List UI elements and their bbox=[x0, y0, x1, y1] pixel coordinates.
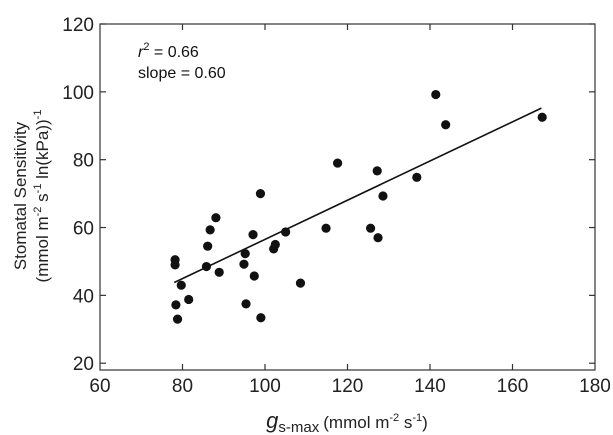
data-point bbox=[378, 191, 388, 201]
y-axis-unit-suffix: ) bbox=[33, 119, 52, 125]
r-squared-value: = 0.66 bbox=[149, 44, 198, 61]
data-point bbox=[201, 261, 212, 272]
r-squared-annotation: r2 = 0.66 bbox=[138, 41, 199, 61]
y-axis-label-line2: (mmol m-2 s-1 ln(kPa))-1 bbox=[32, 110, 52, 283]
r-symbol: r bbox=[138, 44, 144, 61]
y-axis-unit-exp1: -2 bbox=[32, 207, 44, 217]
x-tick-label: 140 bbox=[414, 376, 446, 397]
y-axis-unit-exp3: -1 bbox=[32, 110, 44, 120]
x-tick-label: 120 bbox=[332, 376, 364, 397]
x-axis-unit-mid: s bbox=[399, 413, 412, 432]
data-point bbox=[248, 230, 258, 240]
data-point bbox=[333, 158, 343, 168]
y-tick-label: 20 bbox=[73, 354, 94, 375]
x-axis-label: gs-max (mmol m-2 s-1) bbox=[266, 408, 428, 435]
data-point bbox=[431, 89, 441, 100]
y-axis-unit-mid2: ln(kPa) bbox=[33, 125, 52, 184]
data-point bbox=[241, 299, 251, 309]
x-tick-label: 100 bbox=[249, 376, 281, 397]
x-axis-unit-exp1: -2 bbox=[389, 412, 399, 424]
y-axis-unit-mid: s bbox=[33, 193, 52, 206]
data-point bbox=[203, 241, 213, 251]
x-tick-label: 180 bbox=[579, 376, 611, 397]
data-point bbox=[211, 213, 221, 223]
data-point bbox=[295, 278, 306, 288]
data-point bbox=[373, 233, 383, 243]
x-axis-subscript: s-max bbox=[278, 419, 319, 435]
data-point bbox=[205, 225, 215, 235]
x-tick-label: 80 bbox=[172, 376, 193, 397]
x-axis-unit: (mmol m bbox=[323, 413, 389, 432]
x-tick-label: 60 bbox=[89, 376, 110, 397]
data-point bbox=[239, 259, 249, 269]
data-point bbox=[256, 313, 266, 323]
data-point bbox=[537, 112, 547, 122]
y-axis-unit: (mmol m bbox=[33, 216, 52, 282]
data-point bbox=[281, 227, 291, 237]
r-exponent: 2 bbox=[143, 41, 149, 53]
slope-annotation: slope = 0.60 bbox=[138, 65, 226, 82]
x-axis-tick-labels: 60 80 100 120 140 160 180 bbox=[89, 376, 610, 397]
x-axis-ticks bbox=[181, 24, 514, 370]
data-point bbox=[172, 314, 183, 324]
data-point bbox=[240, 249, 250, 259]
y-axis-ticks bbox=[100, 23, 595, 364]
data-point bbox=[366, 223, 376, 233]
y-tick-label: 60 bbox=[73, 219, 94, 240]
data-point bbox=[171, 300, 181, 310]
data-point bbox=[176, 280, 186, 290]
data-point bbox=[249, 271, 259, 281]
x-axis-symbol: g bbox=[266, 408, 279, 433]
regression-line bbox=[173, 107, 542, 284]
data-point bbox=[214, 267, 224, 277]
data-point bbox=[270, 239, 280, 250]
x-axis-unit-exp2: -1 bbox=[412, 412, 422, 424]
y-tick-label: 40 bbox=[73, 286, 94, 307]
y-tick-label: 100 bbox=[62, 83, 94, 104]
data-point bbox=[255, 189, 266, 199]
x-tick-label: 160 bbox=[497, 376, 529, 397]
data-point bbox=[441, 120, 451, 130]
data-point bbox=[321, 223, 331, 233]
y-tick-label: 120 bbox=[62, 15, 94, 36]
data-point bbox=[184, 294, 194, 305]
data-point bbox=[170, 260, 180, 270]
y-axis-tick-labels: 20 40 60 80 100 120 bbox=[62, 15, 94, 375]
y-axis-label-line1: Stomatal Sensitivity bbox=[11, 121, 30, 270]
y-axis-unit-exp2: -1 bbox=[32, 184, 44, 194]
data-point bbox=[372, 166, 382, 176]
x-axis-unit-suffix: ) bbox=[422, 413, 428, 432]
data-point bbox=[412, 172, 422, 182]
y-axis-label: Stomatal Sensitivity (mmol m-2 s-1 ln(kP… bbox=[11, 110, 52, 283]
y-tick-label: 80 bbox=[73, 151, 94, 172]
data-points bbox=[170, 89, 547, 324]
